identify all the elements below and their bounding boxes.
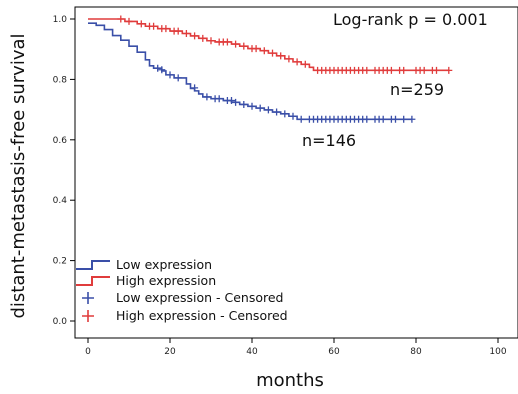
censor-mark-high-expression-17 (240, 42, 248, 50)
y-tick-label-5: 1.0 (53, 15, 68, 25)
legend-swatch-high-expression-censored (82, 310, 94, 322)
plot-frame (74, 6, 518, 339)
x-axis-title: months (256, 370, 324, 391)
legend-swatch-high-expression (76, 276, 110, 286)
censor-mark-low-expression-11 (240, 100, 248, 108)
censor-mark-low-expression-39 (400, 115, 408, 123)
censor-mark-low-expression-40 (408, 115, 416, 123)
censor-mark-high-expression-8 (174, 27, 182, 35)
censor-mark-high-expression-12 (207, 37, 215, 45)
series-layer (88, 15, 453, 123)
censor-mark-high-expression-6 (162, 25, 170, 33)
censor-mark-high-expression-0 (117, 15, 125, 23)
x-tick-label-80: 80 (410, 347, 422, 357)
censor-mark-high-expression-45 (400, 66, 408, 74)
censor-mark-low-expression-18 (297, 115, 305, 123)
y-axis-title: distant-metastasis-free survival (8, 33, 29, 318)
censor-mark-high-expression-21 (269, 49, 276, 57)
censor-mark-low-expression-3 (174, 74, 182, 82)
censor-mark-low-expression-5 (203, 93, 211, 101)
x-tick-label-100: 100 (489, 347, 506, 357)
series-line-high-expression (88, 18, 449, 72)
censor-mark-low-expression-2 (166, 71, 174, 79)
y-tick-label-3: 0.6 (53, 136, 68, 146)
n-high-label: n=259 (390, 80, 444, 99)
legend-label-high-expression: High expression (116, 273, 216, 288)
x-tick-label-20: 20 (164, 347, 176, 357)
legend-swatch-low-expression-censored (82, 292, 94, 304)
censor-mark-low-expression-0 (154, 64, 162, 72)
y-tick-label-2: 0.4 (53, 196, 68, 206)
censor-mark-high-expression-48 (420, 66, 428, 74)
censor-mark-high-expression-25 (301, 60, 309, 68)
censor-mark-high-expression-19 (252, 45, 260, 53)
censor-mark-low-expression-9 (228, 97, 235, 105)
censor-mark-high-expression-43 (387, 66, 395, 74)
censor-mark-high-expression-10 (191, 32, 199, 40)
y-tick-label-0: 0.0 (53, 317, 68, 327)
censor-mark-low-expression-36 (379, 115, 387, 123)
axes: 0 20 40 60 80 100 0.0 0.2 0.4 0.6 0.8 1.0 (53, 15, 507, 357)
censor-mark-high-expression-4 (150, 22, 158, 30)
censor-mark-high-expression-50 (433, 66, 440, 74)
censor-mark-low-expression-33 (363, 115, 371, 123)
x-tick-label-0: 0 (85, 347, 91, 357)
censor-mark-high-expression-51 (445, 66, 453, 74)
censor-mark-low-expression-15 (273, 108, 281, 116)
censor-mark-high-expression-22 (277, 52, 285, 60)
censor-mark-low-expression-10 (232, 98, 240, 106)
censor-mark-high-expression-11 (199, 34, 207, 42)
censor-mark-low-expression-1 (158, 66, 166, 74)
censor-mark-low-expression-38 (392, 115, 399, 123)
censor-mark-low-expression-16 (281, 110, 289, 118)
x-tick-label-40: 40 (246, 347, 258, 357)
censor-mark-low-expression-4 (191, 84, 199, 92)
censor-mark-low-expression-12 (248, 102, 256, 110)
legend-label-low-expression: Low expression (116, 257, 212, 272)
censor-mark-low-expression-17 (289, 112, 297, 120)
censor-mark-low-expression-14 (264, 106, 272, 114)
censor-mark-high-expression-15 (223, 38, 231, 46)
legend-swatch-low-expression (76, 260, 110, 270)
censor-mark-high-expression-23 (285, 55, 293, 63)
x-tick-label-60: 60 (328, 347, 340, 357)
n-low-label: n=146 (302, 131, 356, 150)
y-tick-label-1: 0.2 (53, 257, 67, 267)
legend-label-high-expression-censored: High expression - Censored (116, 308, 288, 323)
censor-mark-low-expression-13 (256, 104, 264, 112)
logrank-annotation: Log-rank p = 0.001 (333, 10, 488, 29)
censor-mark-high-expression-2 (137, 20, 145, 28)
censor-mark-high-expression-9 (182, 29, 190, 37)
censor-mark-high-expression-16 (232, 40, 240, 48)
legend-label-low-expression-censored: Low expression - Censored (116, 290, 283, 305)
censor-mark-high-expression-1 (125, 17, 133, 25)
censor-mark-high-expression-20 (260, 47, 268, 55)
censor-mark-low-expression-7 (215, 95, 223, 103)
censor-mark-high-expression-24 (293, 58, 301, 66)
y-tick-label-4: 0.8 (53, 75, 68, 85)
censor-mark-high-expression-38 (363, 66, 371, 74)
